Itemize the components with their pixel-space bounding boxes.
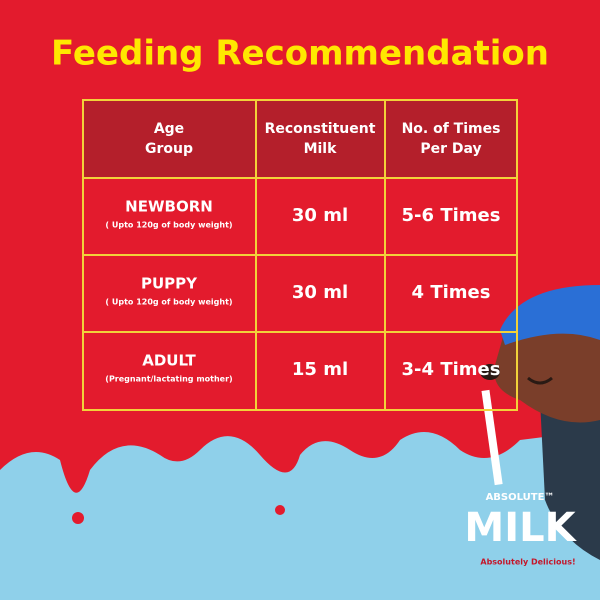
milk-drip bbox=[0, 430, 600, 600]
header-cell: Milk bbox=[304, 141, 338, 157]
brand-tagline: Absolutely Delicious! bbox=[480, 558, 575, 567]
brand-top: ABSOLUTE™ bbox=[486, 492, 555, 503]
drop bbox=[72, 512, 84, 524]
header-row bbox=[83, 100, 517, 178]
row-note: ( Upto 120g of body weight) bbox=[105, 221, 232, 230]
row-times: 5-6 Times bbox=[402, 205, 501, 226]
row-milk: 30 ml bbox=[292, 282, 348, 303]
row-times: 4 Times bbox=[412, 282, 491, 303]
header-cell: No. of Times bbox=[402, 121, 501, 137]
table-grid bbox=[82, 99, 518, 411]
row-times: 3-4 Times bbox=[402, 359, 501, 380]
brand-name: MILK bbox=[464, 505, 577, 551]
title: Feeding Recommendation bbox=[51, 34, 549, 74]
row-milk: 30 ml bbox=[292, 205, 348, 226]
dog-illustration bbox=[480, 285, 600, 560]
header-cell: Group bbox=[145, 141, 193, 157]
row-note: (Pregnant/lactating mother) bbox=[105, 375, 232, 384]
row-group: PUPPY bbox=[141, 275, 198, 293]
row-group: ADULT bbox=[142, 352, 196, 370]
row-note: ( Upto 120g of body weight) bbox=[105, 298, 232, 307]
drop bbox=[275, 505, 285, 515]
row-group: NEWBORN bbox=[125, 198, 213, 216]
header-cell: Per Day bbox=[420, 141, 481, 157]
row-milk: 15 ml bbox=[292, 359, 348, 380]
header-cell: Age bbox=[154, 121, 184, 137]
header-cell: Reconstituent bbox=[265, 121, 376, 137]
